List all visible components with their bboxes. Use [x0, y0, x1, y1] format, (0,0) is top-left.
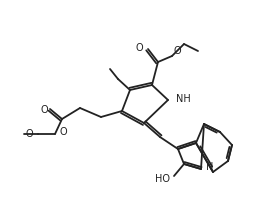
Text: N: N — [206, 162, 213, 172]
Text: O: O — [59, 127, 67, 137]
Text: O: O — [40, 105, 48, 115]
Text: HO: HO — [155, 174, 170, 184]
Text: O: O — [25, 129, 33, 139]
Text: NH: NH — [176, 94, 191, 104]
Text: O: O — [135, 43, 143, 53]
Text: O: O — [173, 46, 181, 56]
